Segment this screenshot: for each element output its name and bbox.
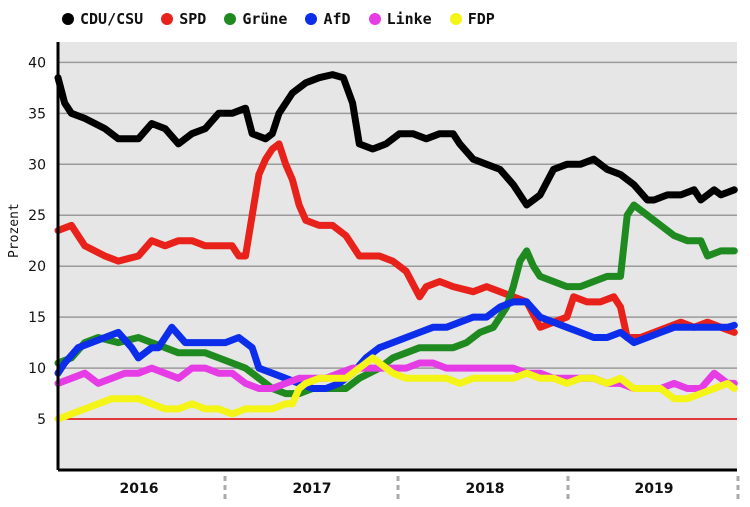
legend-label: AfD [323,10,351,28]
y-tick-label: 10 [28,361,46,377]
y-tick-label: 30 [28,157,46,173]
legend-item: FDP [449,10,495,28]
x-year-label: 2017 [293,481,332,497]
y-tick-label: 5 [37,412,46,428]
series-line-afd [54,298,738,392]
legend-label: CDU/CSU [80,10,144,28]
series-line-cducsu [54,71,738,209]
legend-swatch [161,13,174,25]
legend-item: Grüne [224,10,287,28]
series-line-spd [54,140,738,341]
legend-swatch [62,13,74,25]
legend-swatch [449,13,462,25]
legend-item: AfD [305,10,351,28]
y-tick-label: 15 [28,310,46,326]
legend-label: FDP [467,10,495,28]
legend: CDU/CSU SPD Grüne AfD Linke FDP [62,10,495,28]
y-tick-label: 25 [28,208,46,224]
y-tick-label: 35 [28,106,46,122]
x-year-label: 2018 [466,481,505,497]
y-tick-label: 40 [28,55,46,71]
legend-item: Linke [368,10,432,28]
legend-swatch [305,13,318,25]
y-tick-label: 20 [28,259,46,275]
legend-label: SPD [179,10,207,28]
series-line-fdp [54,354,738,423]
legend-item: SPD [161,10,206,28]
x-year-label: 2019 [635,481,674,497]
legend-label: Linke [386,10,432,28]
legend-item: CDU/CSU [62,10,143,28]
legend-swatch [368,13,381,25]
series-line-grne [54,201,738,398]
x-year-label: 2016 [120,481,159,497]
legend-swatch [224,13,237,25]
legend-label: Grüne [242,10,288,28]
